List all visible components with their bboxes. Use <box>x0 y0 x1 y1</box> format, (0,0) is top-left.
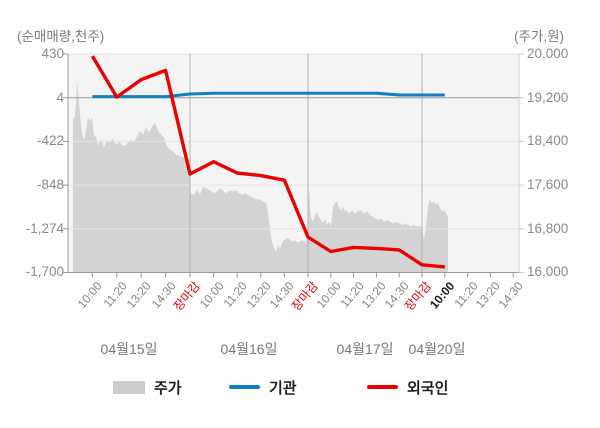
y-right-label: 19,200 <box>527 90 569 105</box>
y-left-label: -1,700 <box>25 264 64 279</box>
price-area-swatch-icon <box>113 380 145 394</box>
left-axis-unit-label: (순매매량,천주) <box>17 29 105 44</box>
foreigner-line-swatch-icon <box>367 385 398 389</box>
y-left-label: 430 <box>41 46 64 61</box>
date-label: 04월20일 <box>408 341 466 357</box>
y-right-label: 17,600 <box>527 177 569 192</box>
y-left-label: 4 <box>56 90 64 105</box>
y-left-label: -422 <box>36 133 64 148</box>
date-label: 04월17일 <box>336 341 394 357</box>
legend-label-price: 주가 <box>154 379 182 397</box>
y-right-label: 16,800 <box>527 221 569 236</box>
right-axis-unit-label: (주가,원) <box>513 29 564 44</box>
y-left-label: -848 <box>36 177 64 192</box>
legend-item-institution: 기관 <box>229 372 297 402</box>
legend-label-institution: 기관 <box>269 379 297 397</box>
y-left-label: -1,274 <box>25 221 64 236</box>
legend-item-foreigner: 외국인 <box>367 372 448 402</box>
chart-legend: 주가 기관 외국인 <box>0 372 600 402</box>
date-label: 04월16일 <box>220 341 278 357</box>
y-right-label: 16,000 <box>527 264 569 279</box>
institution-line-swatch-icon <box>229 385 260 389</box>
y-right-label: 18,400 <box>527 133 569 148</box>
legend-item-price: 주가 <box>113 372 182 402</box>
y-right-label: 20,000 <box>527 46 569 61</box>
date-label: 04월15일 <box>100 341 158 357</box>
legend-label-foreigner: 외국인 <box>407 379 449 397</box>
